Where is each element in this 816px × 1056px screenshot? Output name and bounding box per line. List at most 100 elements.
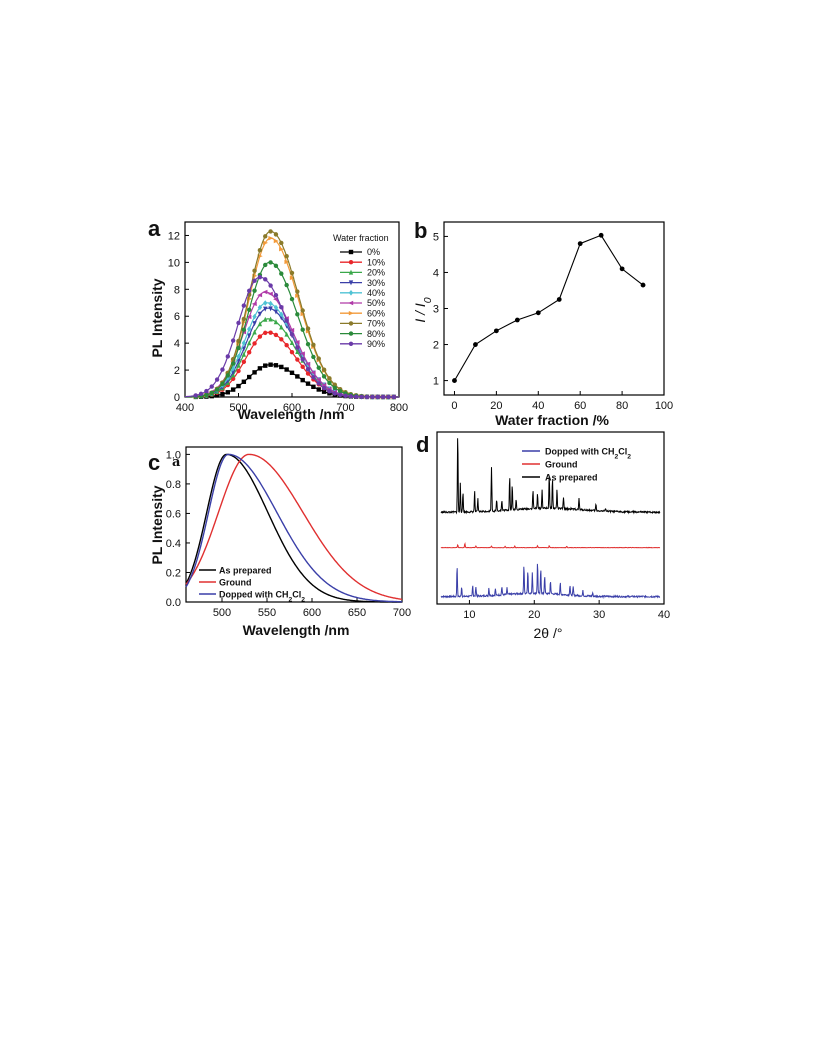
panel-a-point	[268, 306, 273, 312]
panel-d-xtick-label: 10	[463, 609, 475, 621]
panel-a-point	[316, 387, 321, 392]
panel-a-legend-label: 70%	[367, 319, 385, 329]
panel-a-point	[337, 388, 343, 394]
panel-c-legend: As prepared Ground Dopped with CH2Cl2	[199, 566, 305, 603]
panel-d-xtick-label: 40	[658, 609, 670, 621]
panel-a-legend-marker	[348, 290, 354, 296]
panel-b-ylabel-text: I / I0	[412, 297, 434, 322]
panel-a-point	[204, 392, 209, 398]
panel-a-point	[257, 311, 263, 317]
panel-a-point	[214, 387, 220, 392]
panel-b-point	[473, 342, 478, 347]
panel-a-point	[236, 383, 241, 389]
panel-b: b I / I0 Water fraction /% 0 20 40 60 80 100 1…	[412, 218, 673, 428]
panel-a-legend-label: 80%	[367, 329, 385, 339]
panel-a-point	[354, 394, 359, 399]
panel-a-point	[262, 289, 268, 295]
panel-a-legend-title: Water fraction	[333, 233, 389, 243]
panel-a-point	[305, 381, 311, 386]
panel-a-point	[279, 240, 284, 246]
panel-a-point	[263, 316, 268, 322]
panel-a-point	[257, 334, 263, 339]
panel-c-ytick-label: 0.8	[166, 479, 181, 491]
panel-b-xtick-label: 0	[451, 400, 457, 412]
panel-a-point	[300, 364, 305, 370]
panel-a-point	[257, 247, 263, 253]
panel-c-xtick-label: 700	[393, 607, 411, 619]
panel-c-xtick-label: 600	[303, 607, 321, 619]
panel-a-point	[348, 394, 354, 399]
panel-a-point	[295, 345, 300, 350]
panel-a-point	[252, 329, 257, 335]
panel-a-point	[220, 381, 225, 387]
panel-b-line	[454, 234, 644, 381]
panel-a-point	[279, 311, 284, 318]
panel-b-axes: 0 20 40 60 80 100 1 2 3 4 5	[433, 221, 673, 412]
panel-a-point	[300, 311, 306, 317]
panel-b-curve	[452, 232, 646, 383]
panel-b-xtick-label: 100	[655, 400, 673, 412]
panel-b-xlabel: Water fraction /%	[495, 412, 609, 428]
panel-a-legend-label: 50%	[367, 298, 385, 308]
panel-a-point	[284, 367, 289, 372]
panel-a-point	[359, 394, 364, 400]
panel-a-point	[284, 331, 289, 337]
panel-b-ytick-label: 3	[433, 304, 439, 316]
panel-a-point	[230, 338, 236, 343]
panel-a-point	[289, 340, 295, 346]
panel-a-point	[284, 259, 290, 265]
panel-a-point	[257, 366, 263, 371]
panel-a-point	[247, 350, 252, 355]
panel-a-point	[257, 274, 263, 280]
panel-b-ytick-label: 2	[433, 340, 439, 352]
panel-b-point	[619, 266, 625, 272]
panel-c-ytick-label: 0.4	[166, 538, 181, 550]
panel-c-legend-label: Ground	[219, 578, 252, 588]
panel-b-xtick-label: 40	[532, 400, 544, 412]
panel-a-point	[268, 229, 273, 234]
panel-c: c a PL Intensity Wavelength /nm 500 550 60…	[148, 446, 411, 638]
panel-a-point	[220, 367, 225, 372]
panel-a-point	[279, 271, 284, 276]
panel-a-curves	[184, 229, 399, 400]
panel-a-legend-label: 60%	[367, 308, 385, 318]
panel-a-xtick-label: 600	[283, 402, 301, 414]
panel-c-xtick-label: 550	[258, 607, 276, 619]
panel-a-point	[321, 367, 327, 372]
panel-a-point	[327, 380, 332, 386]
panel-c-xlabel: Wavelength /nm	[243, 622, 350, 638]
panel-a-ytick-label: 0	[174, 392, 180, 404]
panel-c-axes: 500 550 600 650 700 0.0 0.2 0.4 0.6 0.8 1.0	[166, 446, 411, 619]
panel-letter-d: d	[416, 432, 429, 457]
panel-a-legend-label: 30%	[367, 278, 385, 288]
panel-d-pattern	[440, 563, 661, 600]
panel-letter-a: a	[148, 216, 161, 241]
panel-b-ytick-label: 4	[433, 267, 439, 279]
panel-d-legend-label: Ground	[545, 460, 578, 470]
panel-a-legend-label: 10%	[367, 257, 385, 267]
panel-a-point	[225, 373, 230, 378]
panel-a-legend: 0%10%20%30%40%50%60%70%80%90%	[340, 247, 385, 349]
panel-c-curve	[185, 453, 403, 603]
panel-c-frame	[185, 446, 403, 603]
panel-a-point	[289, 327, 295, 333]
panel-a-xtick-label: 700	[336, 402, 354, 414]
panel-a-point	[295, 289, 300, 294]
panel-a-point	[332, 391, 337, 396]
panel-a-point	[310, 370, 316, 375]
panel-a-point	[247, 340, 252, 346]
panel-a-point	[247, 288, 252, 293]
panel-a-point	[273, 263, 279, 269]
panel-a-point	[279, 305, 284, 310]
panel-a-point	[241, 303, 247, 308]
panel-d-patterns	[440, 438, 661, 600]
panel-letter-b: b	[414, 218, 427, 243]
panel-a-point	[268, 362, 273, 367]
panel-a-point	[273, 238, 279, 244]
panel-c-ylabel: PL Intensity	[149, 485, 165, 564]
panel-b-point	[535, 310, 541, 316]
panel-a-point	[268, 235, 274, 241]
panel-a-point	[241, 340, 247, 346]
panel-a-legend-marker	[348, 280, 354, 286]
